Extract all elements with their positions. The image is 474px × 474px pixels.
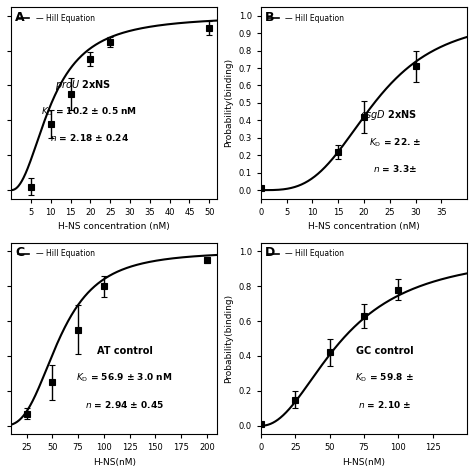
Text: $\it{n}$ = 2.10 ±: $\it{n}$ = 2.10 ±: [358, 399, 411, 410]
Legend: — Hill Equation: — Hill Equation: [265, 246, 347, 262]
X-axis label: H-NS concentration (nM): H-NS concentration (nM): [58, 222, 170, 231]
Text: $K_{\rm D}$ = 10.2 ± 0.5 nM: $K_{\rm D}$ = 10.2 ± 0.5 nM: [41, 105, 137, 118]
Text: AT control: AT control: [97, 346, 153, 356]
Text: $\it{n}$ = 3.3±: $\it{n}$ = 3.3±: [373, 163, 417, 174]
Text: $\it{n}$ = 2.18 ± 0.24: $\it{n}$ = 2.18 ± 0.24: [50, 132, 129, 143]
X-axis label: H-NS(nM): H-NS(nM): [92, 458, 136, 467]
Text: $\it{n}$ = 2.94 ± 0.45: $\it{n}$ = 2.94 ± 0.45: [85, 399, 164, 410]
Text: $K_{\rm D}$ = 56.9 ± 3.0 nM: $K_{\rm D}$ = 56.9 ± 3.0 nM: [76, 372, 173, 384]
Text: $\it{proU}$ 2xNS: $\it{proU}$ 2xNS: [55, 78, 111, 91]
X-axis label: H-NS(nM): H-NS(nM): [343, 458, 385, 467]
Text: C: C: [15, 246, 24, 259]
Text: $K_{\rm D}$ = 22. ±: $K_{\rm D}$ = 22. ±: [369, 136, 421, 149]
Text: $K_{\rm D}$ = 59.8 ±: $K_{\rm D}$ = 59.8 ±: [356, 372, 414, 384]
X-axis label: H-NS concentration (nM): H-NS concentration (nM): [308, 222, 420, 231]
Legend: — Hill Equation: — Hill Equation: [15, 11, 98, 26]
Legend: — Hill Equation: — Hill Equation: [15, 246, 98, 262]
Text: D: D: [265, 246, 275, 259]
Text: B: B: [265, 11, 274, 24]
Y-axis label: Probability(binding): Probability(binding): [224, 58, 233, 147]
Y-axis label: Probability(binding): Probability(binding): [224, 294, 233, 383]
Text: A: A: [15, 11, 25, 24]
Text: GC control: GC control: [356, 346, 413, 356]
Legend: — Hill Equation: — Hill Equation: [265, 11, 347, 26]
Text: $\it{csgD}$ 2xNS: $\it{csgD}$ 2xNS: [360, 108, 417, 122]
